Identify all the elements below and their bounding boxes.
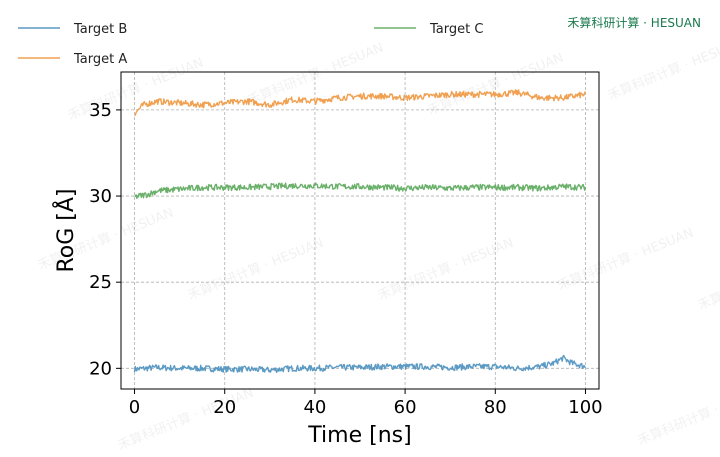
watermark-text: 禾算科研计算 · HESUAN (696, 246, 720, 314)
y-axis: 20 25 30 35 (89, 100, 121, 379)
y-axis-title: RoG [Å] (52, 188, 79, 272)
y-tick-label: 25 (89, 272, 112, 293)
watermark-text: 禾算科研计算 · HESUAN (426, 51, 566, 119)
legend-label: Target B (73, 22, 127, 37)
series-layer (133, 89, 587, 374)
watermark-layer: 禾算科研计算 · HESUAN 禾算科研计算 · HESUAN 禾算科研计算 · H… (36, 36, 720, 454)
watermark-text: 禾算科研计算 · HESUAN (376, 236, 516, 304)
x-tick-label: 20 (213, 397, 236, 418)
y-tick-label: 20 (89, 358, 112, 379)
x-tick-label: 0 (129, 397, 140, 418)
series-line-1 (133, 354, 586, 374)
x-tick-label: 80 (484, 397, 507, 418)
x-axis-title: Time [ns] (307, 423, 411, 448)
y-tick-label: 35 (89, 100, 112, 121)
x-tick-label: 40 (303, 397, 326, 418)
watermark-text: 禾算科研计算 · HESUAN (606, 36, 720, 104)
grid-lines (121, 72, 599, 389)
watermark-text: 禾算科研计算 · HESUAN (186, 236, 326, 304)
watermark-text: 禾算科研计算 · HESUAN (116, 386, 256, 454)
x-tick-label: 60 (394, 397, 417, 418)
x-tick-label: 100 (568, 397, 602, 418)
series-line-2 (134, 89, 587, 116)
brand-label: 禾算科研计算 · HESUAN (567, 15, 701, 30)
y-tick-label: 30 (89, 186, 112, 207)
watermark-text: 禾算科研计算 · HESUAN (556, 226, 696, 294)
legend: Target B Target A Target C (18, 22, 483, 67)
legend-label: Target C (429, 22, 483, 37)
watermark-text: 禾算科研计算 · HESUAN (636, 381, 720, 449)
legend-label: Target A (73, 52, 127, 67)
series-line-3 (134, 182, 587, 199)
x-axis: 0 20 40 60 80 100 (129, 389, 603, 418)
plot-frame (120, 71, 600, 390)
